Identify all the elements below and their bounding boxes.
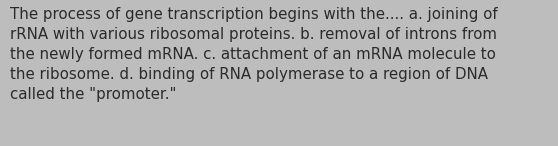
Text: The process of gene transcription begins with the.... a. joining of
rRNA with va: The process of gene transcription begins… [10,7,498,102]
